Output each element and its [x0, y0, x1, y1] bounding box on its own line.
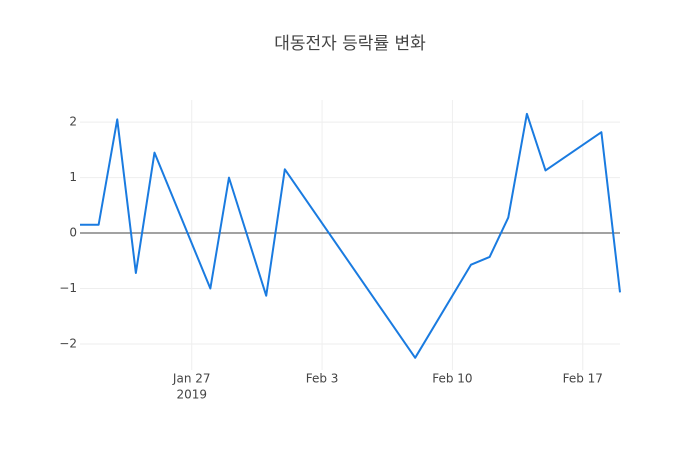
x-year-label: 2019 — [176, 388, 207, 402]
y-tick-label: 0 — [69, 226, 77, 240]
chart-title: 대동전자 등락률 변화 — [274, 34, 426, 54]
x-tick-label: Jan 27 — [172, 372, 211, 386]
x-tick-label: Feb 17 — [563, 372, 603, 386]
y-tick-label: −2 — [59, 336, 77, 350]
x-tick-label: Feb 3 — [306, 372, 339, 386]
y-tick-label: 2 — [69, 115, 77, 129]
y-tick-label: −1 — [59, 281, 77, 295]
x-tick-label: Feb 10 — [432, 372, 472, 386]
line — [80, 112, 621, 359]
y-tick-label: 1 — [69, 170, 77, 184]
